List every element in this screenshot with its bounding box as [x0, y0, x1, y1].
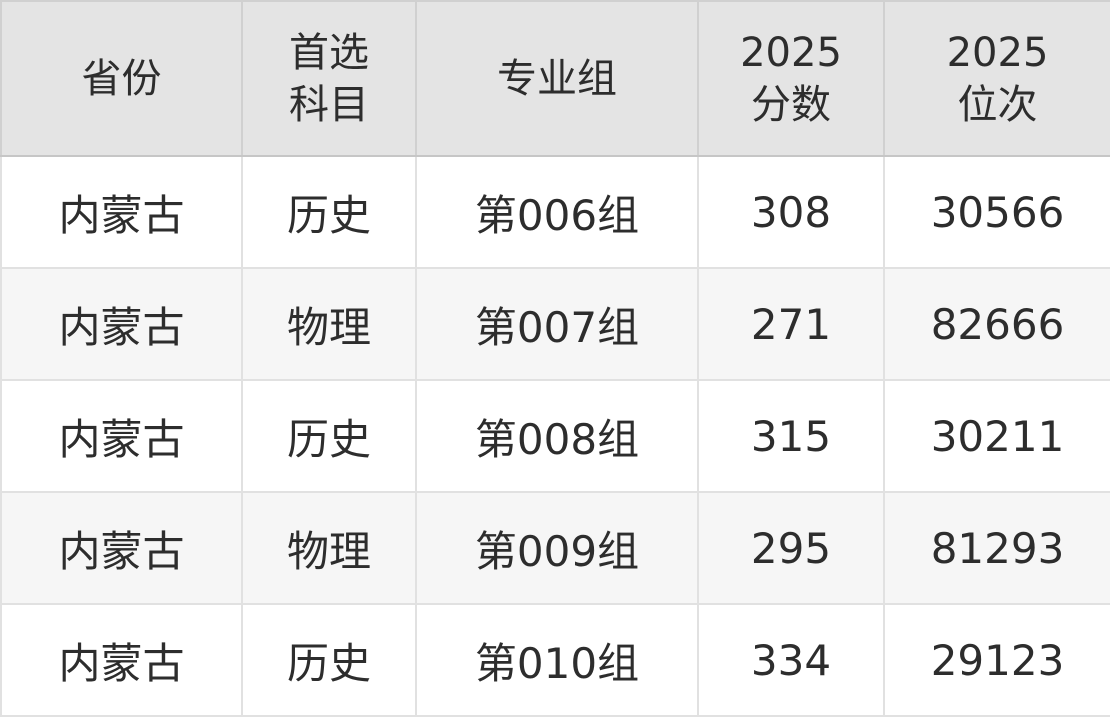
cell-subject: 历史 [241, 603, 417, 717]
column-header-subject: 首选 科目 [241, 0, 417, 157]
table-body: 内蒙古 历史 第006组 308 30566 内蒙古 物理 第007组 271 … [0, 155, 1110, 717]
table-row: 内蒙古 历史 第006组 308 30566 [0, 155, 1110, 269]
cell-subject: 物理 [241, 491, 417, 605]
cell-subject: 历史 [241, 155, 417, 269]
cell-score: 315 [697, 379, 885, 493]
table-row: 内蒙古 物理 第007组 271 82666 [0, 267, 1110, 381]
column-header-group: 专业组 [415, 0, 699, 157]
cell-group: 第006组 [415, 155, 699, 269]
header-label: 2025 [946, 29, 1049, 76]
cell-score: 271 [697, 267, 885, 381]
cell-subject: 物理 [241, 267, 417, 381]
table-row: 内蒙古 历史 第010组 334 29123 [0, 603, 1110, 717]
cell-rank: 30211 [883, 379, 1110, 493]
header-label: 专业组 [497, 55, 617, 102]
header-label: 省份 [81, 55, 162, 102]
cell-score: 308 [697, 155, 885, 269]
table-row: 内蒙古 物理 第009组 295 81293 [0, 491, 1110, 605]
header-label: 科目 [289, 81, 369, 128]
cell-province: 内蒙古 [0, 603, 243, 717]
table-header: 省份 首选 科目 专业组 2025 分数 2025 位次 [0, 0, 1110, 157]
cell-province: 内蒙古 [0, 155, 243, 269]
cell-subject: 历史 [241, 379, 417, 493]
cell-rank: 82666 [883, 267, 1110, 381]
column-header-province: 省份 [0, 0, 243, 157]
cell-province: 内蒙古 [0, 491, 243, 605]
cell-province: 内蒙古 [0, 267, 243, 381]
cell-rank: 81293 [883, 491, 1110, 605]
cell-group: 第009组 [415, 491, 699, 605]
cell-score: 334 [697, 603, 885, 717]
header-label: 2025 [740, 29, 842, 76]
header-label: 位次 [957, 81, 1038, 128]
cell-group: 第010组 [415, 603, 699, 717]
header-label: 首选 [289, 29, 369, 76]
cell-group: 第007组 [415, 267, 699, 381]
header-label: 分数 [751, 81, 831, 128]
cell-rank: 29123 [883, 603, 1110, 717]
cell-score: 295 [697, 491, 885, 605]
table-row: 内蒙古 历史 第008组 315 30211 [0, 379, 1110, 493]
column-header-rank: 2025 位次 [883, 0, 1110, 157]
column-header-score: 2025 分数 [697, 0, 885, 157]
cell-group: 第008组 [415, 379, 699, 493]
header-row: 省份 首选 科目 专业组 2025 分数 2025 位次 [0, 0, 1110, 157]
cell-rank: 30566 [883, 155, 1110, 269]
cell-province: 内蒙古 [0, 379, 243, 493]
